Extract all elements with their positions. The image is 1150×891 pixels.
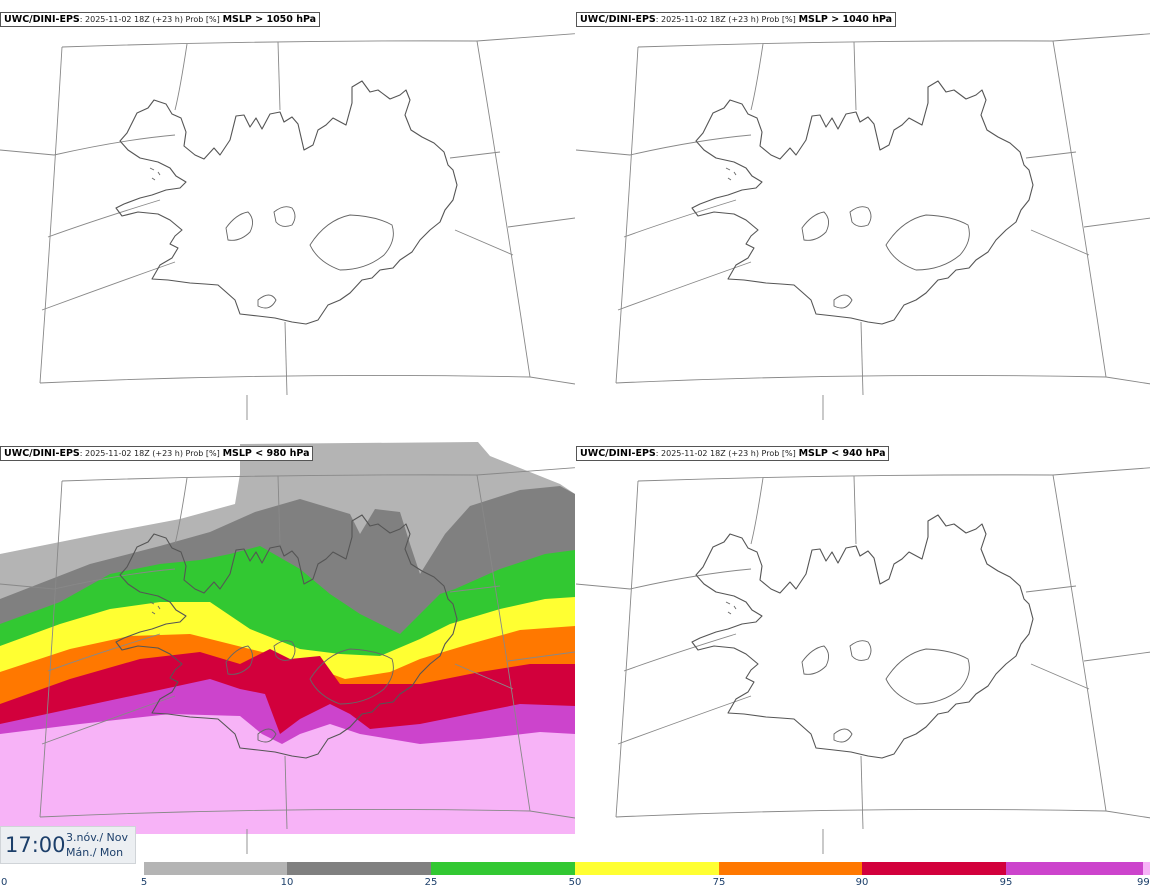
colorbar-tick-label: 99 xyxy=(1137,877,1150,888)
map-panel-mslp-gt-1040: UWC/DINI-EPS: 2025-11-02 18Z (+23 h) Pro… xyxy=(576,0,1150,432)
colorbar-tick-label: 95 xyxy=(999,877,1013,888)
probability-colorbar: 0 5 10 25 50 75 90 95 99 xyxy=(0,862,1150,891)
panel-title: UWC/DINI-EPS: 2025-11-02 18Z (+23 h) Pro… xyxy=(0,12,321,27)
prob-fill-white xyxy=(0,834,575,866)
model-name: UWC/DINI-EPS xyxy=(4,14,80,25)
map-canvas xyxy=(576,0,1150,421)
run-info: : 2025-11-02 18Z (+23 h) Prob [%] xyxy=(79,449,220,458)
run-info: : 2025-11-02 18Z (+23 h) Prob [%] xyxy=(655,449,796,458)
map-panel-mslp-lt-940: UWC/DINI-EPS: 2025-11-02 18Z (+23 h) Pro… xyxy=(576,434,1150,866)
model-name: UWC/DINI-EPS xyxy=(580,448,656,459)
colorbar-segment xyxy=(719,862,862,875)
model-name: UWC/DINI-EPS xyxy=(4,448,80,459)
iceland-basemap xyxy=(576,434,1150,855)
valid-time-box: 17:00 3.nóv./ Nov Mán./ Mon xyxy=(0,826,136,864)
valid-date: 3.nóv./ Nov xyxy=(66,831,129,844)
colorbar-tick-label: 25 xyxy=(424,877,438,888)
colorbar-segment xyxy=(862,862,1006,875)
threshold-label: MSLP > 1040 hPa xyxy=(798,14,893,25)
panel-title: UWC/DINI-EPS: 2025-11-02 18Z (+23 h) Pro… xyxy=(576,12,897,27)
panel-title: UWC/DINI-EPS: 2025-11-02 18Z (+23 h) Pro… xyxy=(0,446,314,461)
threshold-label: MSLP < 940 hPa xyxy=(798,448,886,459)
map-panel-mslp-lt-980: UWC/DINI-EPS: 2025-11-02 18Z (+23 h) Pro… xyxy=(0,434,575,866)
colorbar-tick-label: 5 xyxy=(140,877,148,888)
valid-weekday: Mán./ Mon xyxy=(66,846,124,859)
colorbar-segment xyxy=(431,862,575,875)
colorbar-segment xyxy=(575,862,719,875)
panel-title: UWC/DINI-EPS: 2025-11-02 18Z (+23 h) Pro… xyxy=(576,446,890,461)
threshold-label: MSLP > 1050 hPa xyxy=(222,14,317,25)
colorbar-tick-label: 75 xyxy=(712,877,726,888)
map-canvas xyxy=(0,0,575,421)
run-info: : 2025-11-02 18Z (+23 h) Prob [%] xyxy=(655,15,796,24)
prob-band-99 xyxy=(0,714,575,866)
colorbar-segment xyxy=(1006,862,1143,875)
iceland-basemap xyxy=(576,0,1150,421)
colorbar-tick-label: 90 xyxy=(855,877,869,888)
colorbar-tick-label: 10 xyxy=(280,877,294,888)
iceland-basemap xyxy=(0,0,575,421)
threshold-label: MSLP < 980 hPa xyxy=(222,448,310,459)
run-info: : 2025-11-02 18Z (+23 h) Prob [%] xyxy=(79,15,220,24)
valid-time: 17:00 xyxy=(5,833,66,857)
colorbar-tick-label: 50 xyxy=(568,877,582,888)
map-panel-mslp-gt-1050: UWC/DINI-EPS: 2025-11-02 18Z (+23 h) Pro… xyxy=(0,0,575,432)
colorbar-segment xyxy=(144,862,287,875)
probability-field xyxy=(0,442,575,866)
map-canvas xyxy=(0,434,575,866)
map-canvas xyxy=(576,434,1150,855)
colorbar-segment xyxy=(287,862,431,875)
colorbar-tick-label: 0 xyxy=(1,877,8,888)
model-name: UWC/DINI-EPS xyxy=(580,14,656,25)
colorbar-segment xyxy=(1143,862,1150,875)
